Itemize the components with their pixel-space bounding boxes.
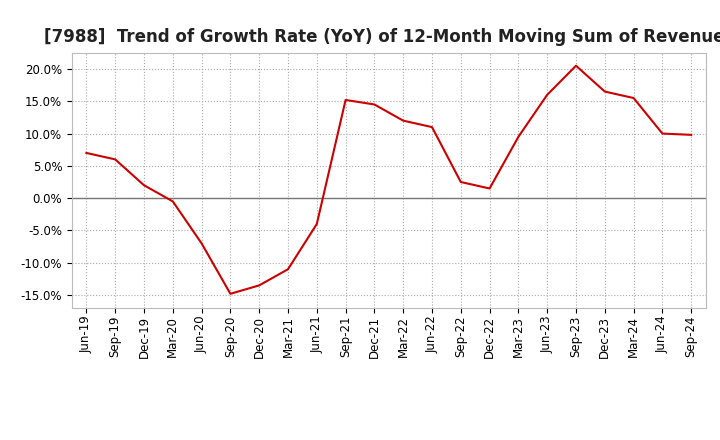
- Title: [7988]  Trend of Growth Rate (YoY) of 12-Month Moving Sum of Revenues: [7988] Trend of Growth Rate (YoY) of 12-…: [44, 28, 720, 46]
